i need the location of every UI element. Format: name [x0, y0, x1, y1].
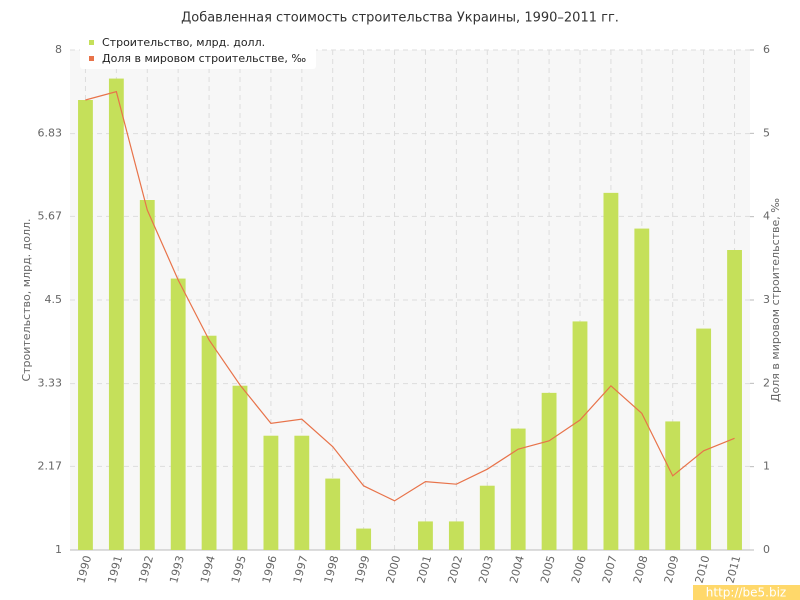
y-tick-label: 8	[55, 43, 62, 56]
y2-tick-label: 1	[763, 460, 770, 473]
x-tick-label: 2009	[662, 554, 682, 584]
x-tick-label: 2001	[414, 554, 434, 584]
x-tick-label: 2008	[631, 554, 651, 584]
legend-swatch	[89, 40, 94, 45]
x-tick-label: 1997	[291, 554, 311, 584]
chart-title: Добавленная стоимость строительства Укра…	[181, 11, 619, 26]
x-tick-label: 2005	[538, 554, 558, 584]
x-tick-label: 1990	[74, 554, 94, 584]
y2-tick-label: 6	[763, 43, 770, 56]
y-axis-title: Строительство, млрд. долл.	[20, 218, 33, 381]
legend-swatch	[89, 56, 94, 61]
bar	[696, 328, 712, 550]
x-tick-label: 2003	[476, 554, 496, 584]
x-tick-label: 1993	[167, 554, 187, 584]
bar	[356, 528, 372, 550]
x-tick-label: 2002	[445, 554, 465, 584]
bar	[201, 335, 217, 550]
y2-tick-label: 0	[763, 543, 770, 556]
y2-axis-title: Доля в мировом строительстве, ‰	[769, 198, 782, 402]
legend-box	[80, 33, 316, 69]
bar	[541, 392, 557, 550]
y-tick-label: 3.33	[38, 377, 63, 390]
bar	[510, 428, 526, 550]
y-tick-label: 6.83	[38, 127, 63, 140]
x-tick-label: 2010	[693, 554, 713, 584]
line	[85, 90, 735, 502]
x-tick-label: 2004	[507, 554, 527, 584]
x-tick-label: 1996	[260, 554, 280, 584]
legend-label: Доля в мировом строительстве, ‰	[102, 52, 306, 65]
y2-tick-label: 2	[763, 376, 770, 389]
y2-tick-label: 5	[763, 126, 770, 139]
bar	[479, 485, 495, 550]
legend: Строительство, млрд. долл. Доля в мировом…	[80, 33, 316, 69]
x-tick-label: 1999	[353, 554, 373, 584]
bar	[727, 250, 742, 550]
watermark-bg	[693, 585, 800, 600]
bar	[325, 478, 341, 550]
y-tick-label: 1	[55, 543, 62, 556]
y-tick-label: 4.5	[45, 293, 63, 306]
x-tick-label: 1995	[229, 554, 249, 584]
bar	[572, 321, 588, 550]
bar	[170, 278, 186, 550]
x-tick-label: 2006	[569, 554, 589, 584]
bar	[448, 521, 464, 550]
bar	[665, 421, 681, 550]
x-tick-label: 1992	[136, 554, 156, 584]
bar	[232, 385, 248, 550]
bar	[418, 521, 433, 550]
bar	[263, 435, 279, 550]
bar	[108, 78, 124, 551]
y-tick-label: 5.67	[38, 209, 63, 222]
y2-tick-label: 4	[763, 210, 770, 223]
x-tick-label: 2011	[724, 554, 744, 584]
watermark: http://be5.biz	[706, 586, 786, 600]
bar	[294, 435, 310, 550]
legend-label: Строительство, млрд. долл.	[102, 36, 265, 49]
x-tick-label: 1998	[322, 554, 342, 584]
y2-tick-label: 3	[763, 293, 770, 306]
bar	[139, 200, 155, 550]
x-tick-label: 1994	[198, 554, 218, 584]
x-tick-label: 2007	[600, 554, 620, 584]
bar	[634, 228, 650, 551]
x-tick-label: 2000	[384, 554, 404, 584]
bar	[603, 192, 619, 550]
x-tick-label: 1991	[105, 554, 125, 584]
y-tick-label: 2.17	[38, 459, 63, 472]
bar	[78, 100, 93, 550]
